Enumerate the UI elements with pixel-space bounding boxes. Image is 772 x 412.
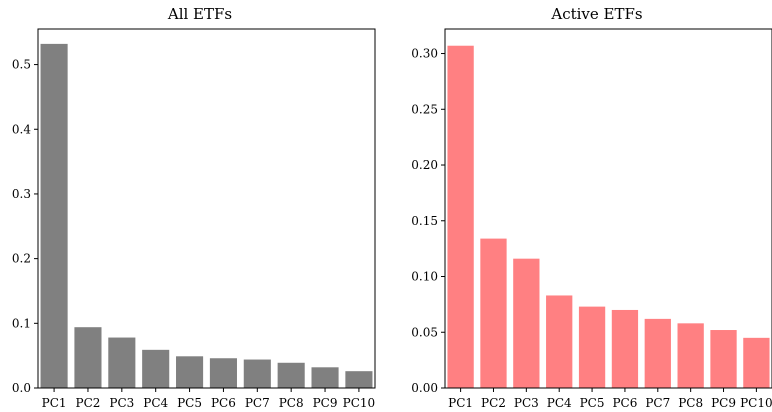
bar-pc4	[546, 295, 573, 388]
bar-pc10	[743, 337, 770, 388]
x-tick-label: PC5	[580, 396, 605, 410]
y-tick-label: 0.3	[12, 187, 31, 201]
chart-panel-active-etfs: Active ETFs PC1 PC2 PC3 PC4 PC5 PC6 PC7 PC8 PC9 P…	[411, 5, 772, 410]
y-tick-label: 0.15	[411, 214, 438, 228]
x-tick-label: PC9	[711, 396, 736, 410]
y-tick-label: 0.25	[411, 102, 438, 116]
x-tick-label: PC6	[211, 396, 236, 410]
y-tick-label: 0.4	[12, 122, 31, 136]
x-tick-label: PC10	[343, 396, 376, 410]
y-tick-label: 0.2	[12, 252, 31, 266]
chart-title: Active ETFs	[550, 5, 642, 23]
x-tick-label: PC3	[109, 396, 134, 410]
x-tick-label: PC10	[740, 396, 772, 410]
bar-pc3	[513, 258, 540, 388]
x-tick-label: PC9	[313, 396, 338, 410]
x-tick-label: PC6	[612, 396, 637, 410]
bar-pc8	[277, 362, 305, 388]
bar-pc4	[142, 349, 170, 388]
y-tick-label: 0.1	[12, 316, 31, 330]
bar-pc2	[480, 238, 507, 388]
y-tick-label: 0.10	[411, 270, 438, 284]
bar-pc6	[611, 309, 639, 388]
bar-pc7	[644, 318, 671, 388]
bar-pc9	[710, 330, 737, 388]
bar-pc8	[677, 323, 704, 388]
bar-pc10	[345, 371, 373, 388]
bar-pc9	[311, 367, 339, 388]
plot-frame	[444, 28, 772, 389]
x-tick-label: PC2	[481, 396, 506, 410]
chart-panel-all-etfs: All ETFs PC1 PC2 PC3 PC4 PC5 PC6 PC7 PC8 PC9 PC10…	[12, 5, 376, 410]
bar-pc1	[447, 45, 474, 388]
x-tick-label: PC1	[42, 396, 67, 410]
x-tick-label: PC4	[547, 396, 572, 410]
x-tick-label: PC4	[143, 396, 168, 410]
bar-pc5	[176, 356, 204, 388]
x-tick-label: PC5	[177, 396, 202, 410]
x-tick-label: PC1	[448, 396, 473, 410]
chart-title: All ETFs	[167, 5, 232, 23]
bar-pc7	[243, 359, 271, 388]
y-tick-label: 0.0	[12, 381, 31, 395]
y-tick-label: 0.05	[411, 325, 438, 339]
y-tick-label: 0.30	[411, 47, 438, 61]
bar-pc3	[108, 337, 136, 388]
bar-pc2	[74, 327, 102, 388]
x-tick-label: PC7	[245, 396, 270, 410]
bar-pc6	[209, 358, 237, 388]
bar-pc5	[578, 306, 606, 388]
x-tick-label: PC8	[678, 396, 703, 410]
x-tick-label: PC7	[645, 396, 670, 410]
y-tick-label: 0.20	[411, 158, 438, 172]
x-tick-label: PC3	[514, 396, 539, 410]
x-tick-label: PC2	[76, 396, 101, 410]
bar-pc1	[40, 43, 68, 389]
y-tick-label: 0.00	[411, 381, 438, 395]
plot-frame	[37, 28, 376, 389]
y-tick-label: 0.5	[12, 58, 31, 72]
x-tick-label: PC8	[279, 396, 304, 410]
